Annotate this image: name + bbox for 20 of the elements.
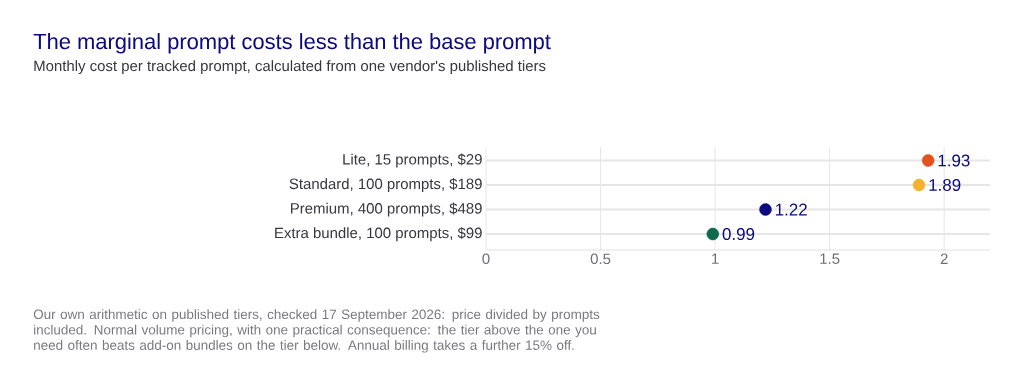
- text: The marginal prompt costs less than the base prompt: [33, 33, 551, 54]
- data-label: 1.89: [929, 179, 961, 192]
- data-label: 1.93: [938, 154, 970, 167]
- point: [921, 154, 935, 167]
- x-tick-label: 2: [940, 253, 948, 264]
- y-tick-label: Lite, 15 prompts, $29: [343, 153, 482, 168]
- point: [759, 203, 772, 216]
- point: [912, 178, 926, 192]
- y-tick-label: Standard, 100 prompts, $189: [289, 177, 482, 193]
- text: Monthly cost per tracked prompt, calculated from one vendor's published tiers: [34, 60, 546, 75]
- x-tick-label: 1.5: [820, 253, 840, 264]
- x-tick-label: 1: [712, 253, 719, 264]
- y-tick-label: Extra bundle, 100 prompts, $99: [275, 226, 482, 242]
- point: [706, 227, 719, 241]
- text: Our own arithmetic on published tiers, checked 17 September 2026: price divided by prompts included. Normal volume pricing, with one practical consequence: the tier above the one you need often beats add-on bundles on the tier below. Annual billing takes a further 15% off.: [33, 309, 600, 353]
- data-label: 0.99: [722, 228, 755, 241]
- y-tick-label: Premium, 400 prompts, $489: [291, 202, 482, 217]
- x-tick-label: 0: [482, 253, 490, 265]
- data-label: 1.22: [775, 203, 807, 216]
- x-tick-label: 0.5: [590, 253, 611, 265]
